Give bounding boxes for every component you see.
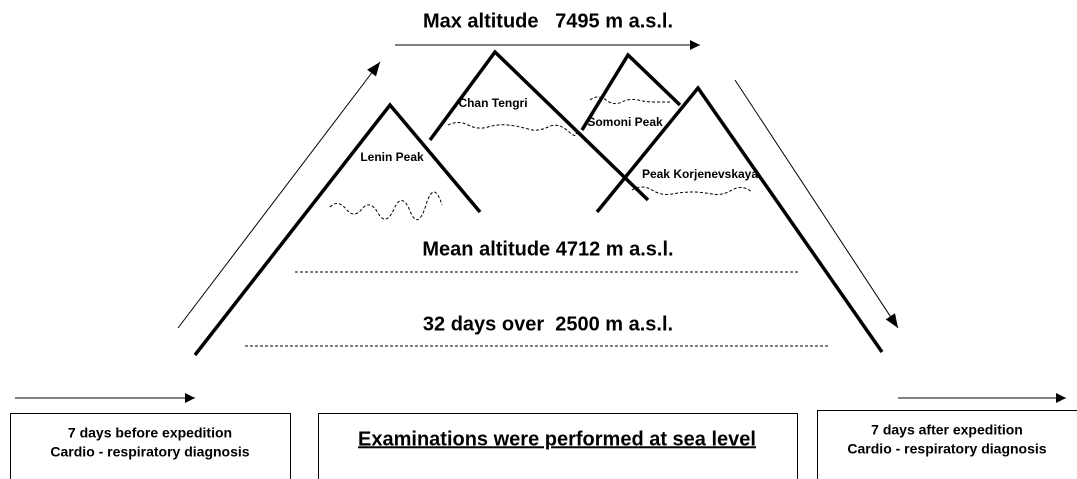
box: [318, 413, 798, 479]
mountain: [193, 102, 482, 357]
snow-line: [631, 186, 753, 195]
box: [10, 413, 291, 479]
peak-label: Lenin Peak: [360, 150, 424, 164]
box-text: Cardio - respiratory diagnosis: [847, 441, 1046, 457]
max-altitude-label: Max altitude 7495 m a.s.l.: [423, 10, 673, 32]
level-label: Mean altitude 4712 m a.s.l.: [422, 238, 673, 260]
box-text: Examinations were performed at sea level: [358, 428, 756, 450]
box: [817, 410, 1077, 479]
box-text: Cardio - respiratory diagnosis: [50, 444, 249, 460]
snow-line: [447, 122, 577, 136]
mountain: [428, 49, 650, 202]
mountain: [580, 52, 682, 131]
snow-line: [589, 96, 670, 105]
box-text: 7 days after expedition: [871, 422, 1023, 438]
descent-arrow: [734, 79, 899, 329]
peak-label: Peak Korjenevskaya: [642, 167, 758, 181]
ascent-arrow: [177, 61, 381, 329]
level-label: 32 days over 2500 m a.s.l.: [423, 313, 673, 335]
mountain: [595, 85, 884, 354]
peak-label: Somoni Peak: [587, 115, 663, 129]
box-text: 7 days before expedition: [68, 425, 232, 441]
peak-label: Chan Tengri: [458, 96, 527, 110]
snow-line: [329, 191, 443, 221]
